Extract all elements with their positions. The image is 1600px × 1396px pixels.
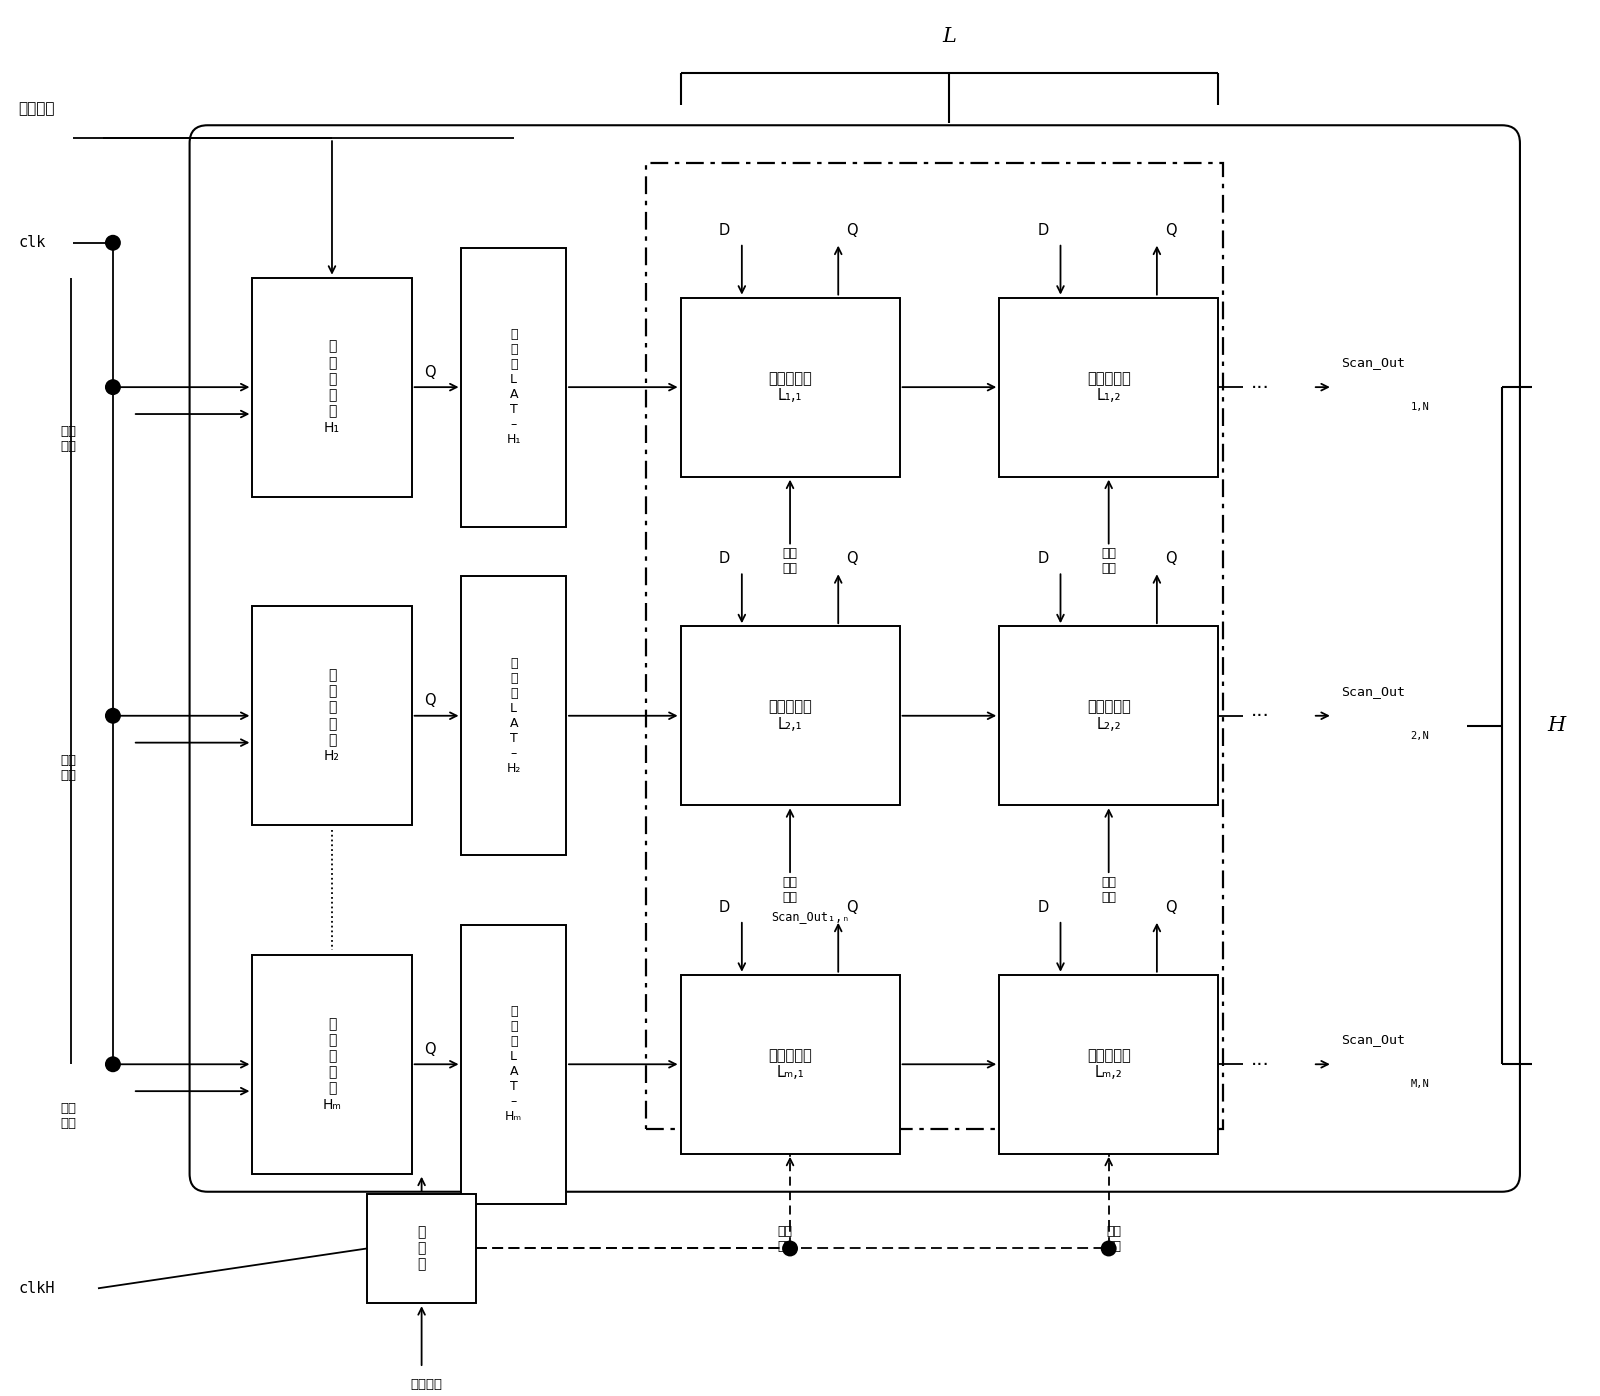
Text: Scan_Out: Scan_Out (1341, 685, 1405, 698)
Text: clkH: clkH (18, 1280, 54, 1295)
Circle shape (106, 235, 122, 251)
Text: D: D (718, 551, 730, 567)
Text: Q: Q (1165, 223, 1176, 237)
Text: 扫描寄存器
L₁,₂: 扫描寄存器 L₁,₂ (1086, 371, 1131, 403)
Text: 扫描寄存器
L₂,₁: 扫描寄存器 L₂,₁ (768, 699, 811, 732)
Text: 锁
存
器
L
A
T
–
Hₘ: 锁 存 器 L A T – Hₘ (506, 1005, 522, 1124)
Bar (461, 247, 566, 526)
Text: 扫
描
寄
存
器
Hₘ: 扫 描 寄 存 器 Hₘ (323, 1016, 341, 1111)
Text: 扫描寄存器
Lₘ,₁: 扫描寄存器 Lₘ,₁ (768, 1048, 811, 1081)
Text: clk: clk (18, 236, 46, 250)
Bar (366, 1194, 477, 1304)
Text: Q: Q (424, 1041, 437, 1057)
Text: L: L (942, 27, 957, 46)
Text: Q: Q (846, 223, 858, 237)
Text: Q: Q (846, 900, 858, 914)
Text: 锁
存
器
L
A
T
–
H₁: 锁 存 器 L A T – H₁ (507, 328, 522, 447)
Bar (998, 297, 1218, 477)
Text: Q: Q (1165, 900, 1176, 914)
Text: Q: Q (846, 551, 858, 567)
Text: Scan_Out: Scan_Out (1341, 356, 1405, 369)
Text: 扫描
使能: 扫描 使能 (61, 754, 77, 782)
Bar (680, 297, 899, 477)
Bar (680, 974, 899, 1154)
Bar (646, 163, 1224, 1129)
Bar (253, 955, 411, 1174)
Text: 扫描寄存器
L₁,₁: 扫描寄存器 L₁,₁ (768, 371, 811, 403)
Text: H: H (1547, 716, 1565, 736)
Text: 扫描
使能: 扫描 使能 (61, 424, 77, 452)
Text: Q: Q (1165, 551, 1176, 567)
Text: 扫描
使能: 扫描 使能 (1101, 547, 1117, 575)
Bar (680, 627, 899, 805)
Circle shape (106, 380, 122, 395)
Text: M,N: M,N (1411, 1079, 1429, 1089)
Text: D: D (1037, 551, 1048, 567)
Text: Q: Q (424, 694, 437, 708)
Text: 扫描
使能: 扫描 使能 (1101, 877, 1117, 905)
Text: 扫描输入: 扫描输入 (18, 101, 54, 116)
Text: 1,N: 1,N (1411, 402, 1429, 412)
Bar (461, 577, 566, 856)
Text: 扫描
使能: 扫描 使能 (782, 547, 797, 575)
Text: 扫
描
寄
存
器
H₂: 扫 描 寄 存 器 H₂ (325, 669, 339, 764)
Text: 扫描寄存器
L₂,₂: 扫描寄存器 L₂,₂ (1086, 699, 1131, 732)
Bar (998, 627, 1218, 805)
Text: 锁
存
器
L
A
T
–
H₂: 锁 存 器 L A T – H₂ (507, 656, 522, 775)
Circle shape (106, 708, 122, 723)
Circle shape (782, 1241, 798, 1256)
Text: 2,N: 2,N (1411, 730, 1429, 741)
Text: 扫描
使能: 扫描 使能 (782, 877, 797, 905)
Text: 扫描
使能: 扫描 使能 (61, 1101, 77, 1129)
Text: D: D (1037, 223, 1048, 237)
Circle shape (106, 1057, 122, 1072)
Text: ...: ... (1251, 1050, 1270, 1069)
Text: 扫描寄存器
Lₘ,₂: 扫描寄存器 Lₘ,₂ (1086, 1048, 1131, 1081)
Text: Scan_Out₁,ₙ: Scan_Out₁,ₙ (771, 910, 850, 923)
Text: Scan_Out: Scan_Out (1341, 1033, 1405, 1047)
Text: 扫描
使能: 扫描 使能 (1106, 1224, 1122, 1252)
Text: 多
路
器: 多 路 器 (418, 1226, 426, 1272)
Text: ...: ... (1251, 701, 1270, 720)
Text: D: D (1037, 900, 1048, 914)
Bar (998, 974, 1218, 1154)
Bar (461, 926, 566, 1203)
Text: 扫
描
寄
存
器
H₁: 扫 描 寄 存 器 H₁ (323, 339, 339, 434)
Text: D: D (718, 223, 730, 237)
Bar (253, 278, 411, 497)
Text: ...: ... (1251, 373, 1270, 392)
Circle shape (1101, 1241, 1117, 1256)
Text: 扫描使能: 扫描使能 (411, 1378, 443, 1392)
Bar (253, 606, 411, 825)
Text: 扫描
使能: 扫描 使能 (778, 1224, 792, 1252)
Text: D: D (718, 900, 730, 914)
Text: Q: Q (424, 364, 437, 380)
